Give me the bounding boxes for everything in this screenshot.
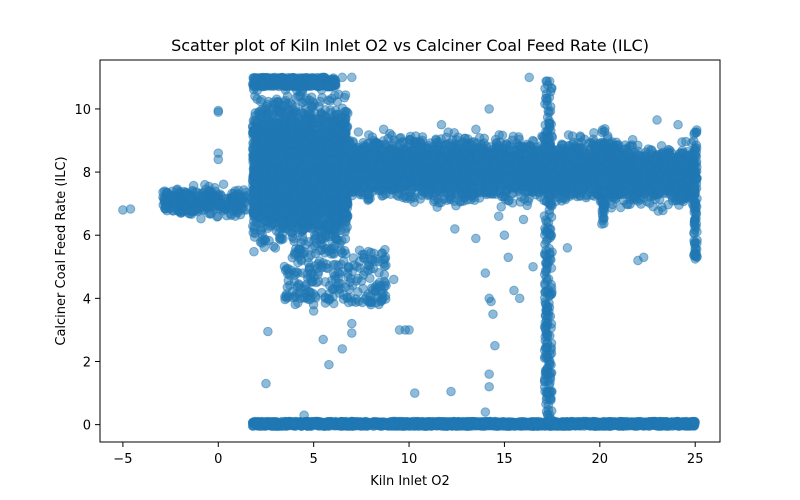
data-point	[279, 123, 289, 134]
data-point	[287, 121, 297, 132]
data-point	[312, 218, 323, 228]
data-point	[277, 150, 288, 161]
data-point	[353, 127, 364, 137]
data-point	[287, 232, 298, 242]
data-point	[328, 186, 338, 197]
data-point	[309, 174, 319, 185]
data-point	[330, 200, 340, 211]
data-point	[337, 235, 347, 246]
data-point	[323, 118, 333, 128]
data-point	[266, 195, 276, 206]
data-point	[322, 219, 333, 230]
data-point	[317, 92, 327, 103]
data-point	[259, 162, 270, 173]
data-point	[296, 188, 307, 198]
data-point	[266, 219, 277, 229]
data-point	[264, 207, 275, 218]
data-point	[255, 172, 265, 182]
data-point	[248, 157, 258, 168]
data-point	[288, 210, 298, 220]
data-point	[341, 216, 351, 227]
data-point	[332, 125, 343, 135]
data-point	[325, 96, 335, 106]
data-point	[258, 134, 269, 145]
data-point	[252, 94, 262, 104]
data-point	[331, 224, 342, 234]
data-point	[315, 226, 326, 237]
data-point	[298, 97, 309, 108]
data-point	[282, 91, 293, 101]
data-point	[259, 242, 270, 253]
data-point	[250, 196, 260, 206]
data-point	[288, 193, 299, 204]
data-point	[249, 222, 260, 233]
data-point	[249, 246, 259, 257]
data-point	[314, 115, 325, 125]
data-point	[263, 121, 274, 131]
data-point	[308, 200, 318, 211]
data-point	[292, 174, 302, 184]
data-point	[277, 217, 288, 227]
data-point	[301, 115, 311, 126]
data-point	[322, 169, 333, 179]
data-point	[276, 207, 287, 218]
data-point	[339, 117, 349, 128]
data-point	[278, 234, 288, 244]
data-point	[301, 139, 311, 150]
data-point	[339, 92, 350, 103]
data-point	[267, 113, 278, 123]
data-point	[296, 163, 306, 173]
data-point	[331, 213, 342, 223]
data-point	[266, 179, 276, 189]
data-point	[298, 224, 309, 235]
data-point	[266, 187, 277, 198]
data-point	[255, 106, 265, 116]
data-point	[471, 124, 481, 135]
data-points	[118, 72, 702, 432]
data-point	[286, 156, 296, 166]
data-point	[304, 160, 315, 171]
data-point	[274, 175, 284, 185]
data-point	[248, 128, 258, 138]
data-point	[268, 150, 278, 160]
data-point	[274, 105, 285, 116]
data-point	[290, 146, 301, 157]
data-point	[268, 241, 279, 252]
data-point	[315, 183, 325, 193]
data-point	[268, 166, 278, 177]
data-point	[260, 234, 270, 244]
data-point	[340, 226, 350, 237]
data-point	[274, 195, 285, 206]
data-point	[314, 140, 324, 151]
data-point	[314, 129, 325, 139]
data-point	[325, 155, 336, 166]
data-point	[323, 139, 333, 149]
data-point	[252, 117, 263, 127]
data-point	[250, 208, 260, 219]
data-point	[496, 202, 507, 212]
